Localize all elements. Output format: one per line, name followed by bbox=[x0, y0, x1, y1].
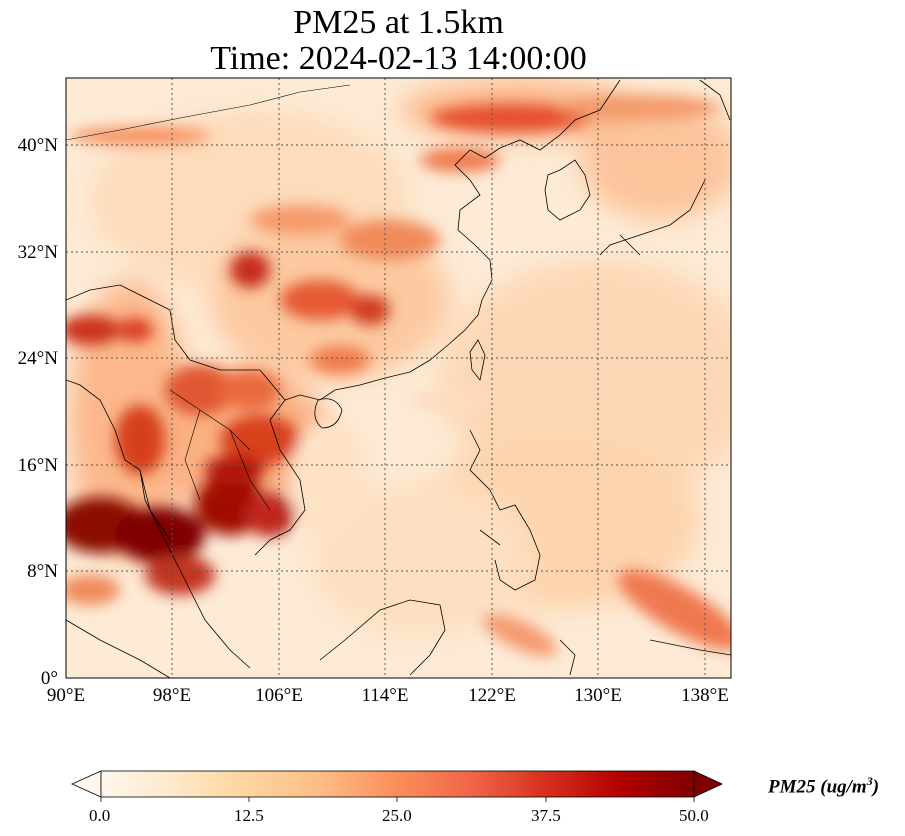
y-tick-label: 16°N bbox=[18, 455, 59, 476]
colorbar-tick-label: 0.0 bbox=[89, 806, 111, 825]
y-tick-label: 8°N bbox=[27, 561, 58, 582]
colorbar-max-extend-arrow bbox=[693, 770, 723, 798]
map-frame bbox=[65, 77, 732, 679]
colorbar-tick-label: 37.5 bbox=[531, 806, 561, 825]
x-tick-label: 106°E bbox=[255, 685, 303, 706]
colorbar-tick-label: 12.5 bbox=[234, 806, 264, 825]
y-tick-label: 24°N bbox=[18, 348, 59, 369]
colorbar-gradient bbox=[100, 770, 695, 798]
x-tick-label: 138°E bbox=[681, 685, 729, 706]
pm25-concentration-field bbox=[66, 78, 731, 678]
y-tick-label: 32°N bbox=[18, 242, 59, 263]
y-axis-tick-labels: 0° 8°N 16°N 24°N 32°N 40°N bbox=[18, 135, 59, 689]
x-axis-tick-labels: 90°E 98°E 106°E 114°E 122°E 130°E 138°E bbox=[47, 685, 729, 706]
colorbar bbox=[71, 770, 723, 802]
coastlines bbox=[66, 79, 731, 678]
x-tick-label: 90°E bbox=[47, 685, 85, 706]
y-tick-label: 0° bbox=[41, 668, 58, 689]
colorbar-tick-label: 50.0 bbox=[679, 806, 709, 825]
x-tick-label: 130°E bbox=[574, 685, 622, 706]
gridlines bbox=[66, 78, 731, 678]
map-title: PM25 at 1.5km bbox=[293, 4, 504, 41]
y-tick-label: 40°N bbox=[18, 135, 59, 156]
colorbar-title: PM25 (ug/m3) bbox=[768, 774, 880, 798]
colorbar-min-extend-arrow bbox=[71, 770, 102, 798]
map-subtitle-time: Time: 2024-02-13 14:00:00 bbox=[210, 40, 587, 77]
x-tick-label: 122°E bbox=[468, 685, 516, 706]
x-tick-label: 114°E bbox=[362, 685, 409, 706]
colorbar-tick-label: 25.0 bbox=[382, 806, 412, 825]
x-tick-label: 98°E bbox=[153, 685, 191, 706]
